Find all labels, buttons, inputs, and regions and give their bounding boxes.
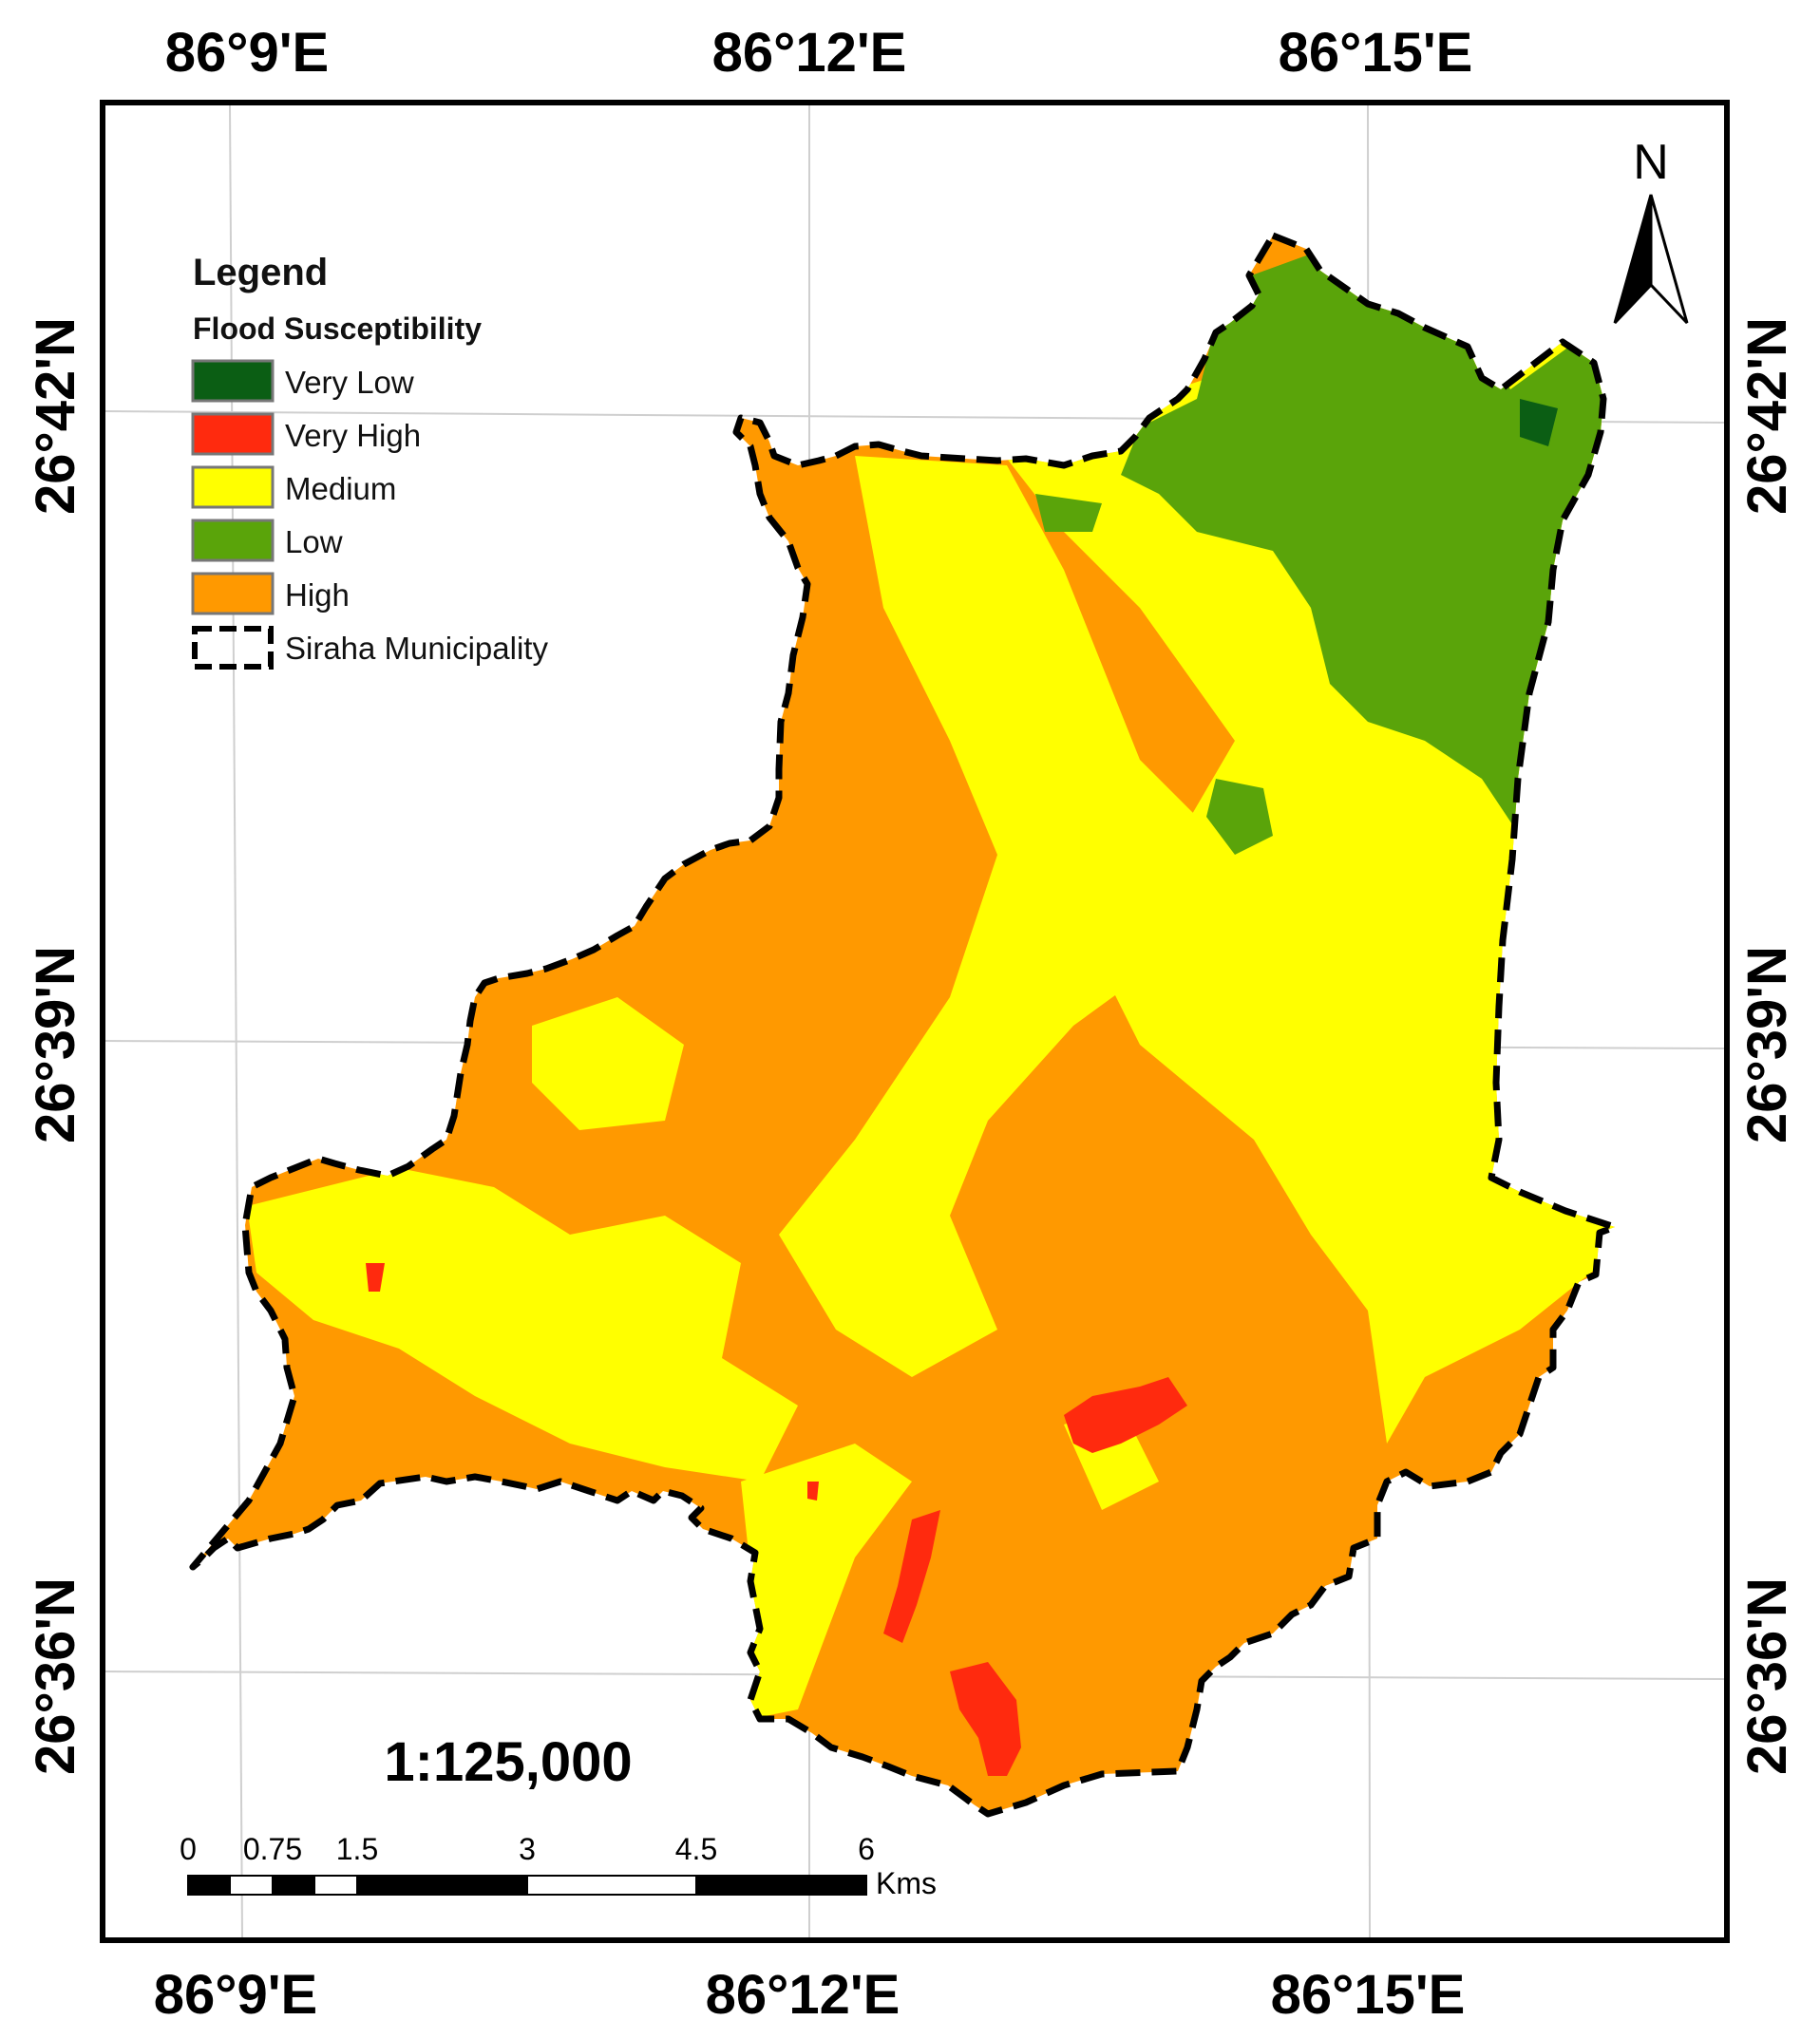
right-latitude-label: 26°42'N (1736, 317, 1798, 515)
legend: Legend Flood Susceptibility Very Low Ver… (191, 252, 548, 670)
legend-subtitle: Flood Susceptibility (193, 312, 482, 346)
bottom-longitude-label: 86°9'E (154, 1964, 317, 2026)
legend-swatch-high (191, 572, 275, 615)
scale-segment (526, 1875, 697, 1896)
legend-swatch-medium (191, 465, 275, 509)
left-latitude-label: 26°39'N (25, 946, 86, 1143)
bottom-longitude-label: 86°12'E (706, 1964, 901, 2026)
scale-bar: 0 0.75 1.5 3 4.5 6 Kms (180, 1832, 937, 1900)
north-arrow-right-half (1649, 194, 1689, 325)
scale-unit: Kms (876, 1866, 937, 1900)
scale-segment (272, 1875, 315, 1896)
left-latitude-label: 26°42'N (25, 317, 86, 515)
right-latitude-label: 26°39'N (1736, 946, 1798, 1143)
legend-swatch-low (191, 519, 275, 562)
scale-label: 6 (858, 1832, 875, 1866)
legend-item-boundary: Siraha Municipality (285, 631, 548, 666)
scale-segment (356, 1875, 528, 1896)
municipality-boundary (189, 232, 1619, 1818)
zone-medium (247, 247, 1615, 1719)
legend-item-very-low: Very Low (285, 365, 414, 400)
scale-segment (695, 1875, 867, 1896)
legend-item-high: High (285, 577, 350, 613)
north-arrow: N (1613, 135, 1689, 325)
legend-swatch-boundary (192, 626, 274, 670)
bottom-longitude-label: 86°15'E (1271, 1964, 1466, 2026)
left-latitude-label: 26°36'N (25, 1577, 86, 1775)
scale-label: 1.5 (336, 1832, 378, 1866)
legend-swatch-very-high (191, 412, 275, 456)
zone-very-low (1520, 399, 1558, 446)
legend-item-very-high: Very High (285, 418, 421, 453)
scale-label: 0.75 (243, 1832, 302, 1866)
top-longitude-label: 86°15'E (1279, 22, 1473, 84)
right-latitude-label: 26°36'N (1736, 1577, 1798, 1775)
scale-segment (313, 1875, 358, 1896)
scale-segment (229, 1875, 274, 1896)
scale-ratio: 1:125,000 (384, 1731, 632, 1793)
north-label: N (1633, 135, 1669, 190)
scale-label: 4.5 (675, 1832, 717, 1866)
scale-label: 3 (519, 1832, 536, 1866)
scale-segment (187, 1875, 231, 1896)
zone-low (1035, 247, 1615, 855)
scale-label: 0 (180, 1832, 197, 1866)
top-longitude-label: 86°9'E (165, 22, 329, 84)
legend-item-medium: Medium (285, 471, 396, 506)
legend-swatch-very-low (191, 359, 275, 403)
legend-title: Legend (193, 252, 328, 293)
top-longitude-label: 86°12'E (712, 22, 907, 84)
legend-item-low: Low (285, 524, 343, 559)
